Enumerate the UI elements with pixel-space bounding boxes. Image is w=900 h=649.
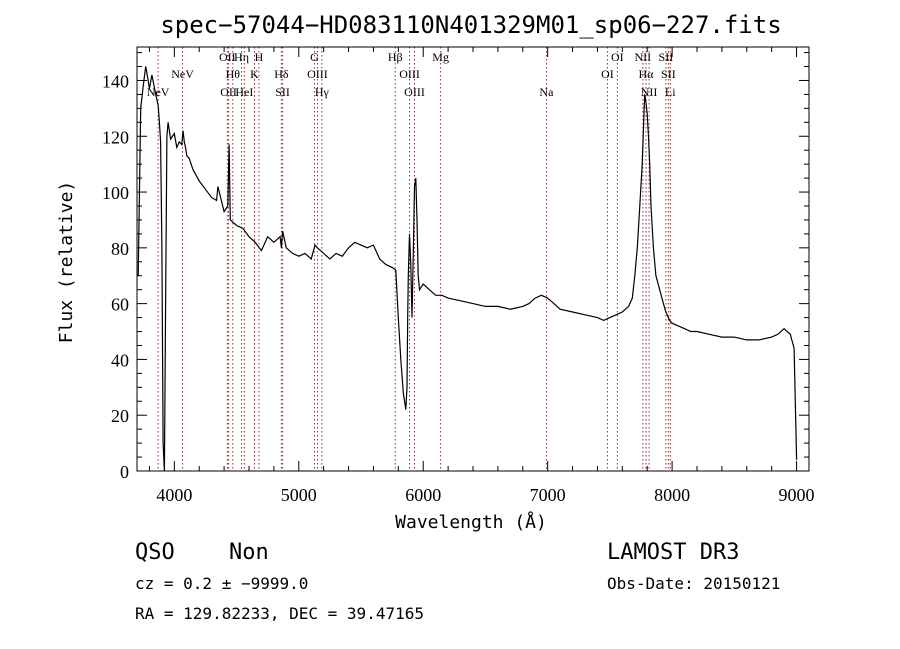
line-marker-label-13: Hγ xyxy=(315,85,330,99)
x-tick-label-3: 7000 xyxy=(530,485,566,505)
line-marker-label-11: G xyxy=(310,50,319,64)
line-marker-label-24: SII xyxy=(659,50,674,64)
y-tick-label-7: 140 xyxy=(102,71,129,91)
line-marker-label-12: OIII xyxy=(307,67,328,81)
line-marker-label-17: Mg xyxy=(432,50,449,64)
x-tick-label-5: 9000 xyxy=(779,485,815,505)
plot-frame xyxy=(136,46,810,472)
x-tick-label-1: 5000 xyxy=(281,485,317,505)
y-tick-label-5: 100 xyxy=(102,183,129,203)
line-marker-label-7: H xyxy=(255,50,264,64)
line-marker-label-20: OI xyxy=(601,67,614,81)
line-marker-label-5: Hη xyxy=(234,50,249,64)
line-marker-label-22: Hα xyxy=(639,67,655,81)
y-tick-label-6: 120 xyxy=(102,127,129,147)
y-tick-label-4: 80 xyxy=(111,239,129,259)
obs-date-text: Obs-Date: 20150121 xyxy=(607,574,780,593)
spectrum-line xyxy=(137,66,798,472)
line-marker-label-0: NeV xyxy=(147,85,170,99)
line-marker-label-9: Hδ xyxy=(274,67,289,81)
line-marker-label-4: Hθ xyxy=(226,67,241,81)
y-tick-label-0: 0 xyxy=(120,462,129,482)
line-marker-label-25: SII xyxy=(661,67,676,81)
y-axis-label: Flux (relative) xyxy=(56,181,77,344)
line-marker-label-10: SII xyxy=(275,85,290,99)
y-tick-label-3: 60 xyxy=(111,295,129,315)
y-tick-label-2: 40 xyxy=(111,350,129,370)
x-tick-label-0: 4000 xyxy=(156,485,192,505)
chart-title: spec−57044−HD083110N401329M01_sp06−227.f… xyxy=(160,11,781,39)
line-marker-label-3: OII xyxy=(220,85,237,99)
line-marker-label-21: NII xyxy=(635,50,652,64)
line-marker-label-26: Li xyxy=(665,85,676,99)
line-marker-label-2: OII xyxy=(219,50,236,64)
line-marker-label-18: Na xyxy=(539,85,554,99)
line-marker-label-8: K xyxy=(250,67,259,81)
line-marker-label-16: OIII xyxy=(404,85,425,99)
survey-name: LAMOST DR3 xyxy=(607,540,739,565)
coordinates-text: RA = 129.82233, DEC = 39.47165 xyxy=(135,604,424,623)
y-axis-ticks: 0 20 40 60 80 100 120 140 xyxy=(102,52,809,482)
line-marker-label-19: OI xyxy=(611,50,624,64)
x-axis-label: Wavelength (Å) xyxy=(395,511,547,533)
line-marker-label-1: NeV xyxy=(171,67,194,81)
spectral-class: QSO xyxy=(135,540,175,565)
line-marker-label-23: NII xyxy=(641,85,658,99)
x-tick-label-2: 6000 xyxy=(405,485,441,505)
x-axis-ticks: 4000 5000 6000 7000 8000 9000 xyxy=(148,47,815,505)
y-tick-label-1: 20 xyxy=(111,406,129,426)
line-marker-label-15: OIII xyxy=(399,67,420,81)
redshift-text: cz = 0.2 ± −9999.0 xyxy=(135,574,308,593)
line-marker-group xyxy=(157,47,671,471)
line-marker-label-14: Hβ xyxy=(388,50,403,64)
x-tick-label-4: 8000 xyxy=(654,485,690,505)
spectral-subclass: Non xyxy=(229,540,269,565)
line-marker-label-6: HeI xyxy=(235,85,253,99)
